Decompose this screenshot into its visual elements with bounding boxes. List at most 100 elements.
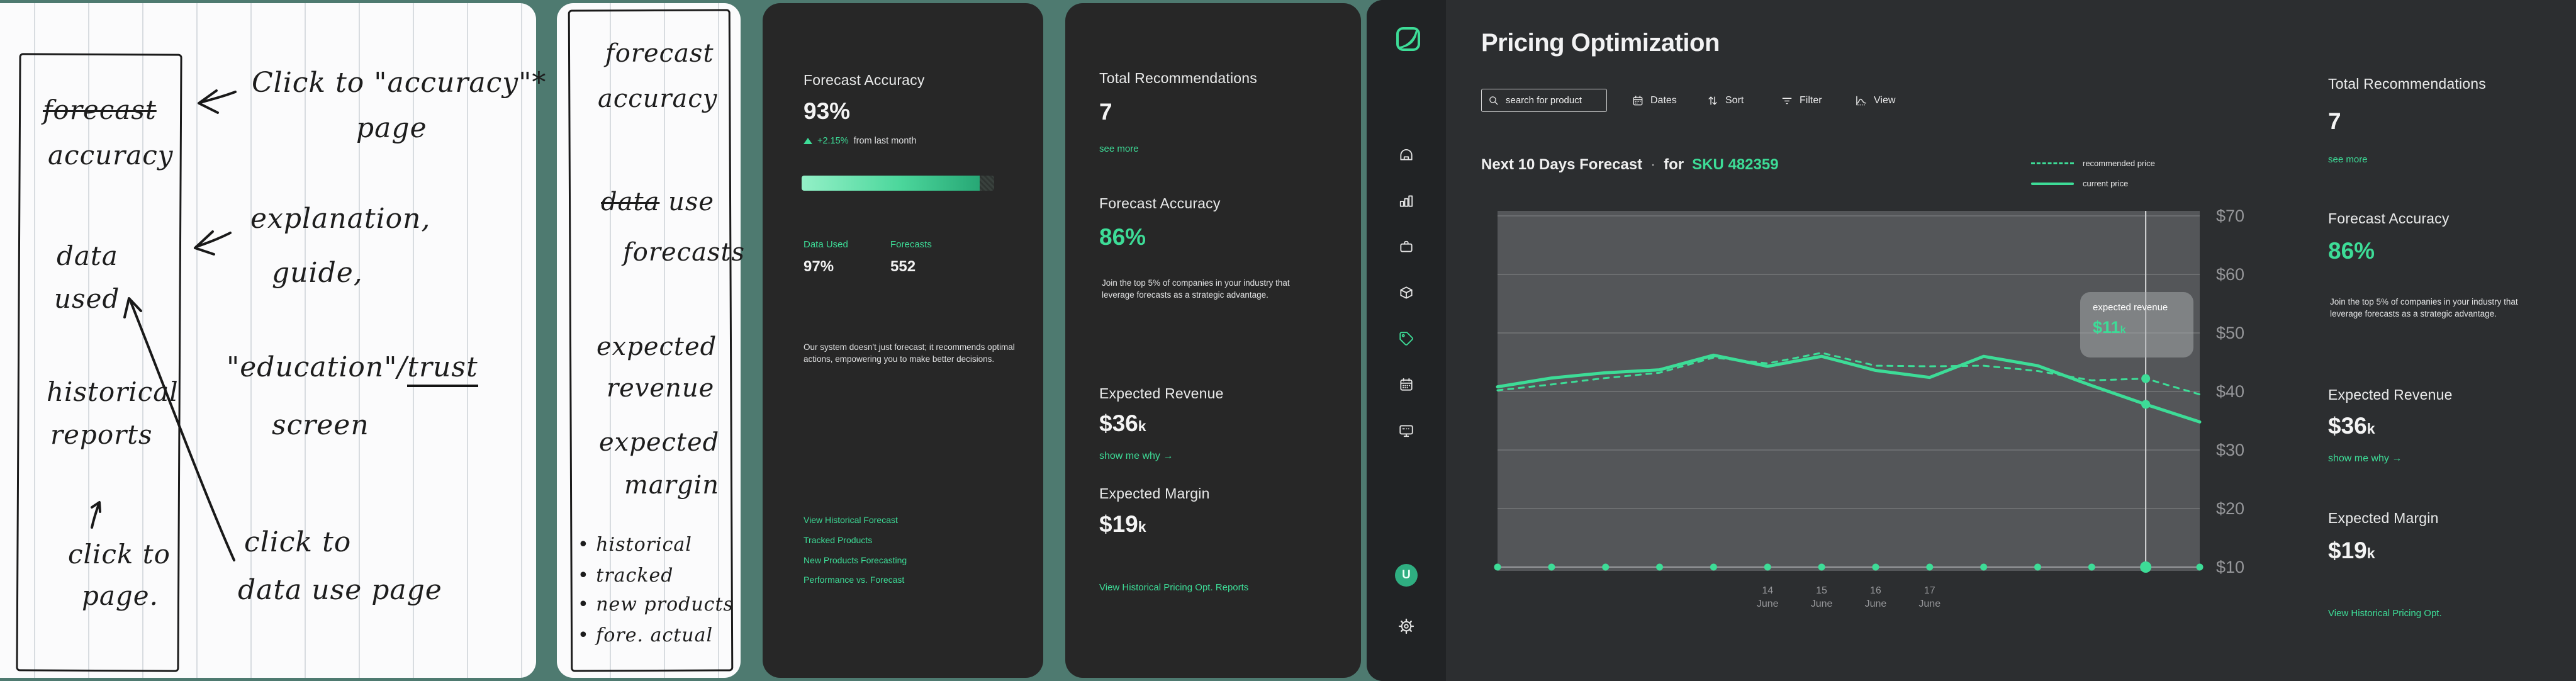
stat-label: Data Used — [804, 239, 848, 250]
y-tick: $60 — [2216, 265, 2245, 284]
card-title: Total Recommendations — [1099, 70, 1257, 86]
recommendations-value: 7 — [2328, 108, 2341, 134]
card-description: Our system doesn't just forecast; it rec… — [804, 342, 1015, 364]
x-axis-labels: 14 June 15 June 16 June 17 June — [1498, 584, 2200, 616]
search-box[interactable] — [1481, 89, 1607, 112]
sketch1-annotation: explanation, — [250, 203, 431, 235]
accuracy-progress-bar — [802, 176, 994, 191]
sketch1-annotation: "education"/trust — [227, 351, 478, 387]
margin-title: Expected Margin — [1099, 485, 1210, 502]
y-tick: $70 — [2216, 206, 2245, 225]
sketch1-annotation: guide, — [272, 257, 363, 289]
sketch2-text: revenue — [607, 374, 715, 403]
show-me-why-link[interactable]: show me why → — [1099, 451, 1173, 461]
pricing-tag-icon[interactable] — [1398, 330, 1414, 347]
show-me-why-link[interactable]: show me why → — [2328, 453, 2402, 464]
sketch1-annotation: data use page — [238, 574, 442, 606]
sort-arrows-icon — [1708, 96, 1717, 105]
delta-suffix: from last month — [853, 136, 917, 146]
forecast-accuracy-card — [763, 3, 1043, 678]
page-title: Pricing Optimization — [1481, 29, 1720, 57]
filter-button[interactable]: Filter — [1781, 89, 1822, 112]
sketch1-annotation: page — [356, 112, 427, 144]
x-tick: 15 June — [1810, 585, 1833, 609]
solid-line-sample — [2031, 182, 2074, 185]
search-input[interactable] — [1504, 94, 1601, 106]
sketch1-label: click to — [68, 539, 171, 570]
settings-gear-icon[interactable] — [1397, 617, 1415, 635]
card-title: Total Recommendations — [2328, 76, 2486, 92]
chart-tooltip: expected revenue $11k — [2080, 292, 2193, 357]
tooltip-label: expected revenue — [2093, 302, 2168, 313]
calendar-icon[interactable] — [1398, 376, 1414, 393]
card-description: Join the top 5% of companies in your ind… — [2330, 297, 2518, 318]
view-pricing-reports-link[interactable]: View Historical Pricing Opt. Reports — [1099, 582, 1249, 593]
revenue-title: Expected Revenue — [1099, 385, 1224, 402]
accuracy-value: 86% — [2328, 238, 2375, 264]
sketch-card-1 — [0, 3, 536, 678]
sketch1-annotation: click to — [244, 526, 352, 558]
recommendations-card — [1065, 3, 1361, 678]
view-button[interactable]: View — [1855, 89, 1895, 112]
recommendations-value: 7 — [1099, 99, 1112, 125]
user-avatar[interactable]: U — [1395, 564, 1418, 587]
sketch2-bullet: • historical — [578, 534, 692, 556]
view-pricing-reports-link[interactable]: View Historical Pricing Opt. — [2328, 608, 2442, 619]
stat-label: Forecasts — [890, 239, 932, 250]
see-more-link[interactable]: see more — [1099, 144, 1139, 154]
y-tick: $10 — [2216, 558, 2245, 577]
link-view-historical-forecast[interactable]: View Historical Forecast — [804, 515, 898, 525]
legend-current: current price — [2031, 179, 2128, 188]
link-new-products-forecasting[interactable]: New Products Forecasting — [804, 555, 907, 565]
sketch2-text: margin — [624, 471, 720, 500]
sketch-card-2 — [557, 3, 741, 678]
sketch1-label: forecast — [43, 94, 157, 125]
sort-button[interactable]: Sort — [1706, 89, 1744, 112]
see-more-link[interactable]: see more — [2328, 154, 2368, 165]
legend-recommended: recommended price — [2031, 159, 2155, 168]
display-monitor-icon[interactable] — [1398, 422, 1414, 439]
view-chart-icon — [1856, 96, 1866, 105]
sketch1-label: used — [54, 283, 120, 314]
delta-value: +2.15% — [817, 136, 849, 146]
dates-button[interactable]: Dates — [1632, 89, 1677, 112]
briefcase-icon[interactable] — [1398, 239, 1414, 255]
stat-value: 97% — [804, 258, 834, 275]
logo-icon[interactable] — [1396, 26, 1421, 52]
calendar-icon — [1633, 95, 1643, 105]
card-subtitle: Forecast Accuracy — [2328, 210, 2450, 227]
card-title: Forecast Accuracy — [804, 72, 925, 88]
legend-label: recommended price — [2083, 159, 2155, 168]
sketch2-text: accuracy — [598, 84, 718, 113]
link-performance-vs-forecast[interactable]: Performance vs. Forecast — [804, 575, 905, 585]
x-tick: 14 June — [1756, 585, 1779, 609]
chart-heading: Next 10 Days Forecast · for SKU 482359 — [1481, 156, 1779, 173]
sketch2-text: expected — [596, 332, 717, 361]
tooltip-value: $11k — [2093, 318, 2126, 337]
sketch2-text: forecasts — [623, 238, 746, 267]
sketch1-label: reports — [50, 419, 153, 450]
y-tick: $40 — [2216, 382, 2245, 401]
accuracy-value: 86% — [1099, 224, 1146, 250]
chart-sku: SKU 482359 — [1692, 156, 1779, 173]
revenue-title: Expected Revenue — [2328, 386, 2453, 403]
x-tick: 16 June — [1864, 585, 1887, 609]
filter-lines-icon — [1782, 98, 1792, 104]
sketch1-label: page. — [82, 580, 159, 611]
margin-value: $19k — [2328, 537, 2375, 563]
analytics-bars-icon[interactable] — [1398, 193, 1414, 209]
package-box-icon[interactable] — [1398, 284, 1414, 301]
chart-plot[interactable] — [1494, 211, 2204, 573]
sketch2-text: expected — [599, 428, 720, 457]
progress-fill — [802, 176, 980, 191]
link-tracked-products[interactable]: Tracked Products — [804, 535, 873, 545]
y-tick: $50 — [2216, 324, 2245, 342]
y-axis-labels: $10 $20 $30 $40 $50 $60 $70 — [2216, 206, 2266, 577]
card-subtitle: Forecast Accuracy — [1099, 195, 1221, 211]
revenue-value: $36k — [2328, 413, 2375, 439]
home-icon[interactable] — [1398, 147, 1414, 163]
sketch1-annotation: Click to "accuracy"* — [252, 67, 547, 99]
sketch2-bullet: • fore. actual — [578, 624, 714, 646]
sketch2-bullet: • tracked — [578, 565, 674, 587]
